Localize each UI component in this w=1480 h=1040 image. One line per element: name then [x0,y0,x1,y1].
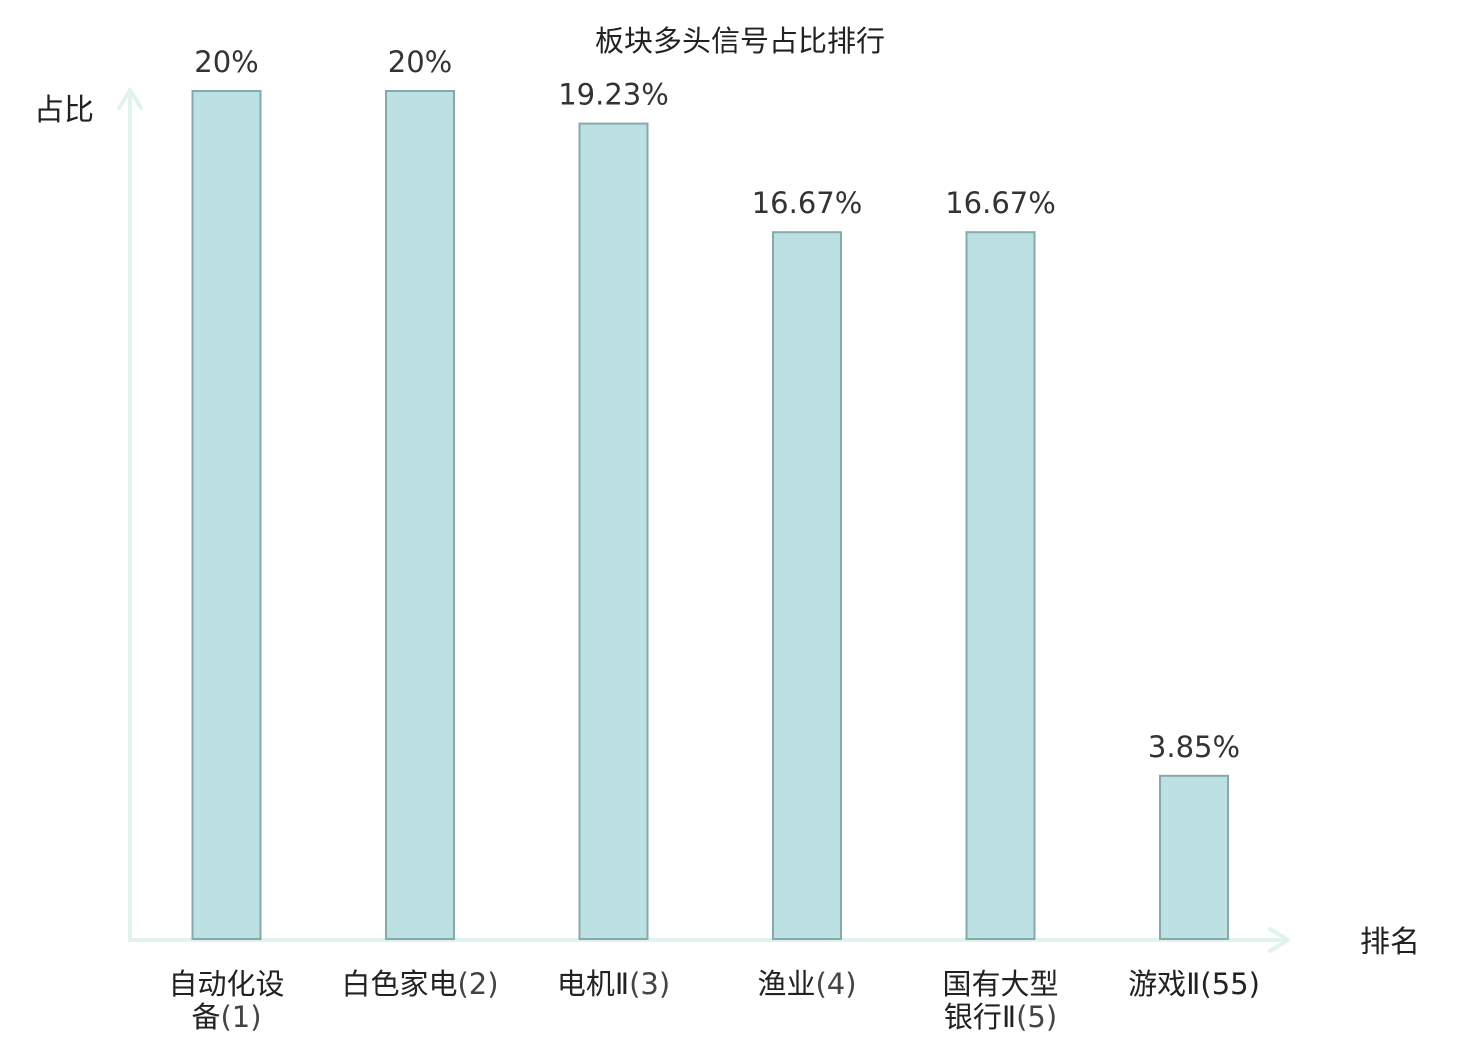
category-label-6-line-1: 游戏Ⅱ(55) [1128,967,1260,1001]
category-label-1-line-2: 备(1) [191,1000,261,1034]
category-rank-2: (2) [457,967,498,1001]
axes [117,88,1290,953]
category-label-5-line-1: 国有大型 [942,967,1058,1001]
category-rank-4: (4) [815,967,856,1001]
category-label-4-line-1: 渔业(4) [757,967,856,1001]
category-label-5-line-2: 银行Ⅱ(5) [944,1000,1057,1034]
bar-3 [578,122,649,941]
category-label-1-line-1: 自动化设 [168,967,284,1001]
category-rank-3: (3) [629,967,670,1001]
category-label-3-line-1: 电机Ⅱ(3) [557,967,670,1001]
category-rank-6: (55) [1200,967,1260,1001]
y-axis-title: 占比 [34,93,94,128]
category-label-3: 电机Ⅱ(3) [557,967,670,1001]
category-label-6: 游戏Ⅱ(55) [1128,967,1260,1001]
value-label-4: 16.67% [752,186,863,220]
category-rank-5: (5) [1016,1000,1057,1034]
value-label-3: 19.23% [558,78,669,112]
bar-5 [965,231,1036,940]
bar-4 [772,231,842,940]
bars [191,90,1229,941]
category-label-2: 白色家电(2) [341,967,498,1001]
value-label-6: 3.85% [1148,730,1240,764]
category-rank-1: (1) [220,1000,261,1034]
chart-title: 板块多头信号占比排行 [595,24,885,58]
x-axis-title: 排名 [1360,925,1420,960]
bar-1 [191,90,262,940]
value-label-5: 16.67% [945,186,1056,220]
value-labels: 20% 20% 19.23% 16.67% 16.67% 3.85% [194,45,1240,764]
category-label-2-line-1: 白色家电(2) [341,967,498,1001]
x-axis-arrowhead [1268,927,1290,953]
category-label-5: 国有大型银行Ⅱ(5) [942,967,1058,1034]
y-axis-arrowhead [117,88,143,110]
value-label-2: 20% [388,45,452,79]
bar-6 [1159,774,1229,940]
category-labels: 自动化设备(1) 白色家电(2) 电机Ⅱ(3) 渔业(4) 国有大型银行Ⅱ(5) 游戏Ⅱ(… [168,967,1259,1034]
category-label-1: 自动化设备(1) [168,967,284,1034]
bar-2 [385,90,455,940]
category-label-4: 渔业(4) [757,967,856,1001]
value-label-1: 20% [194,45,258,79]
